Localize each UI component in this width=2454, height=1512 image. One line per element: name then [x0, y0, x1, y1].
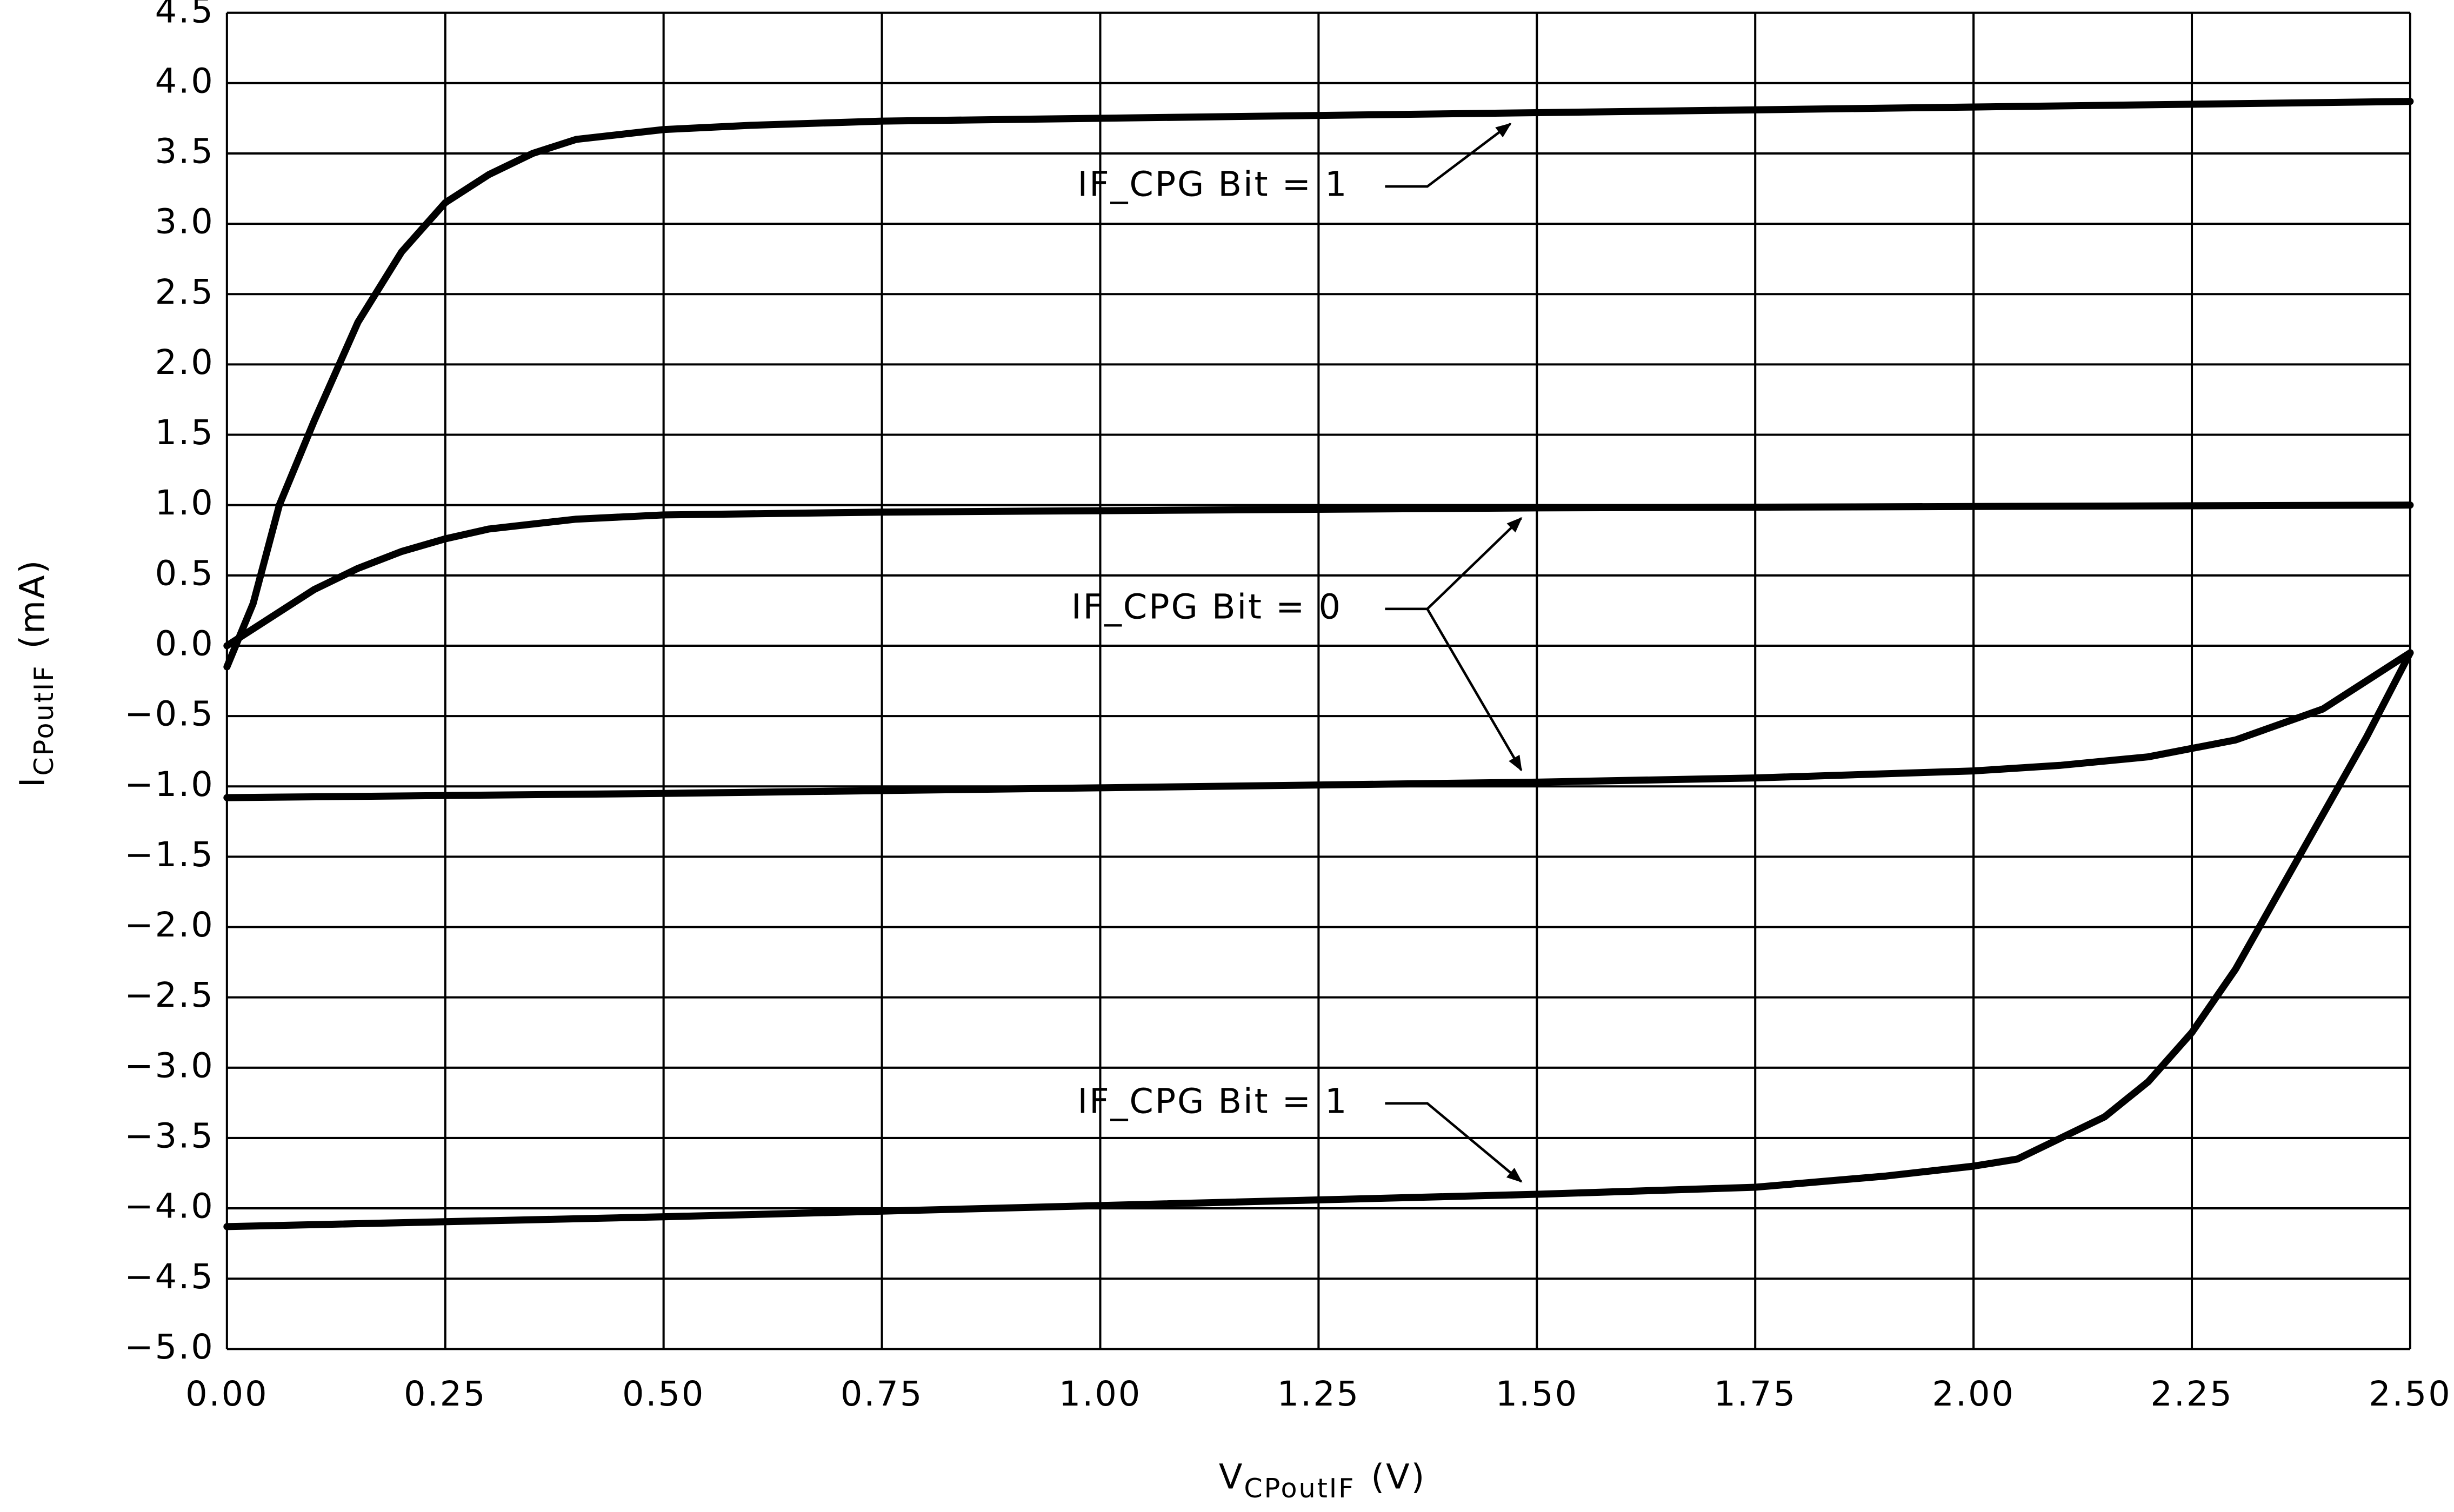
y-axis-label: ICPoutIF (mA) — [12, 559, 59, 788]
x-label-main: V — [1219, 1457, 1244, 1497]
x-label-unit: (V) — [1371, 1457, 1426, 1497]
y-tick-label: −1.5 — [124, 835, 214, 875]
y-tick-label: 1.5 — [155, 413, 215, 453]
series-line — [223, 501, 2414, 650]
x-tick-label: 2.25 — [2150, 1374, 2233, 1414]
y-tick-label: −2.5 — [124, 975, 214, 1015]
series-line — [223, 98, 2414, 671]
annotation-arrow — [1385, 123, 1512, 188]
annotation: IF_CPG Bit = 1 — [1077, 1081, 1348, 1121]
x-axis-label: VCPoutIF (V) — [1219, 1457, 1426, 1503]
y-tick-label: −4.0 — [124, 1187, 214, 1227]
x-tick-label: 1.00 — [1059, 1374, 1142, 1414]
x-tick-label: 2.00 — [1932, 1374, 2015, 1414]
x-tick-label: 0.25 — [404, 1374, 486, 1414]
x-tick-label: 1.75 — [1714, 1374, 1797, 1414]
x-tick-label: 0.00 — [185, 1374, 268, 1414]
y-tick-label: 4.5 — [155, 0, 215, 31]
y-tick-label: 2.0 — [155, 343, 215, 383]
y-tick-label: −5.0 — [124, 1327, 214, 1367]
y-tick-label: −3.0 — [124, 1046, 214, 1086]
y-label-main: I — [12, 776, 52, 788]
y-tick-label: 4.0 — [155, 61, 215, 101]
plot: 4.5 4.0 3.5 3.0 2.5 2.0 1.5 1.0 0.5 0.0 −0.5 −1.0 −1… — [124, 0, 2451, 1414]
x-tick-label: 0.50 — [622, 1374, 705, 1414]
y-tick-label: −2.0 — [124, 905, 214, 945]
x-tick-label: 0.75 — [841, 1374, 923, 1414]
x-tick-label: 1.25 — [1277, 1374, 1360, 1414]
y-tick-label: 1.0 — [155, 483, 215, 523]
series-line — [223, 649, 2414, 1230]
annotation-arrow — [1385, 517, 1523, 611]
y-label-unit: (mA) — [12, 559, 52, 649]
y-tick-label: 3.0 — [155, 202, 215, 242]
annotation: IF_CPG Bit = 1 — [1077, 165, 1348, 205]
x-label-sub: CPoutIF — [1244, 1472, 1355, 1503]
y-label-sub: CPoutIF — [28, 665, 59, 776]
y-tick-label: 3.5 — [155, 132, 215, 172]
y-tick-label: −0.5 — [124, 694, 214, 734]
y-tick-label: −3.5 — [124, 1116, 214, 1156]
y-tick-label: 0.0 — [155, 624, 215, 664]
x-tick-label: 2.50 — [2369, 1374, 2451, 1414]
y-tick-label: 0.5 — [155, 553, 215, 593]
annotation-arrow — [1426, 608, 1523, 772]
y-tick-label: −1.0 — [124, 765, 214, 805]
annotation-arrow — [1385, 1102, 1523, 1183]
x-tick-label: 1.50 — [1496, 1374, 1578, 1414]
annotation: IF_CPG Bit = 0 — [1071, 587, 1342, 627]
y-tick-label: 2.5 — [155, 272, 215, 312]
series-line — [223, 649, 2414, 801]
y-tick-label: −4.5 — [124, 1257, 214, 1297]
